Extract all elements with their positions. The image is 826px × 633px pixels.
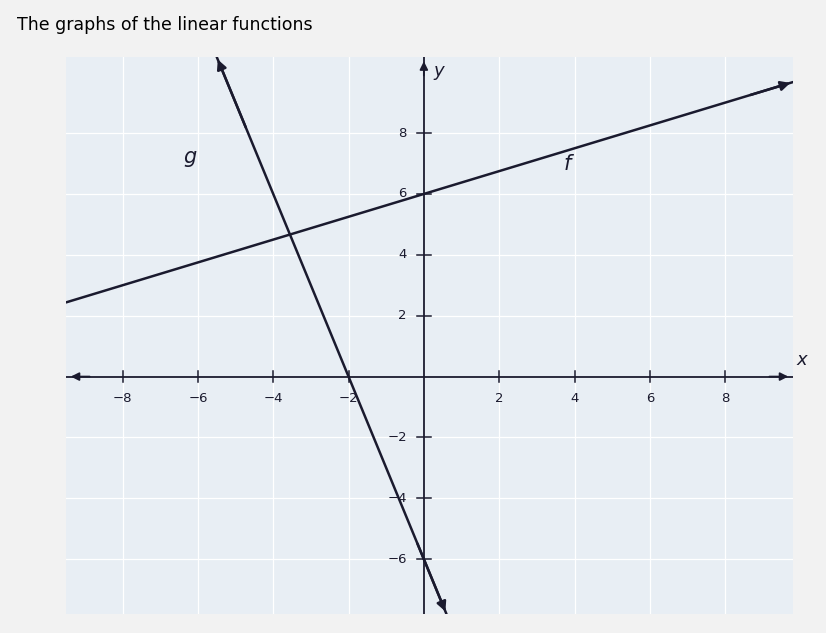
Text: g: g xyxy=(183,147,197,167)
Text: −6: −6 xyxy=(387,553,407,566)
Text: −6: −6 xyxy=(188,392,207,404)
Text: 4: 4 xyxy=(399,248,407,261)
Text: x: x xyxy=(797,351,807,369)
Text: −4: −4 xyxy=(263,392,283,404)
Text: −2: −2 xyxy=(339,392,358,404)
Text: 4: 4 xyxy=(570,392,579,404)
Text: 8: 8 xyxy=(399,127,407,139)
Text: y: y xyxy=(434,61,444,80)
Text: 6: 6 xyxy=(646,392,654,404)
Text: f: f xyxy=(563,154,571,173)
Text: The graphs of the linear functions: The graphs of the linear functions xyxy=(17,16,318,34)
Text: 2: 2 xyxy=(495,392,503,404)
Text: −8: −8 xyxy=(113,392,132,404)
Text: 8: 8 xyxy=(721,392,729,404)
Text: 6: 6 xyxy=(399,187,407,201)
Text: −4: −4 xyxy=(387,492,407,505)
Text: 2: 2 xyxy=(398,309,407,322)
Text: −2: −2 xyxy=(387,431,407,444)
